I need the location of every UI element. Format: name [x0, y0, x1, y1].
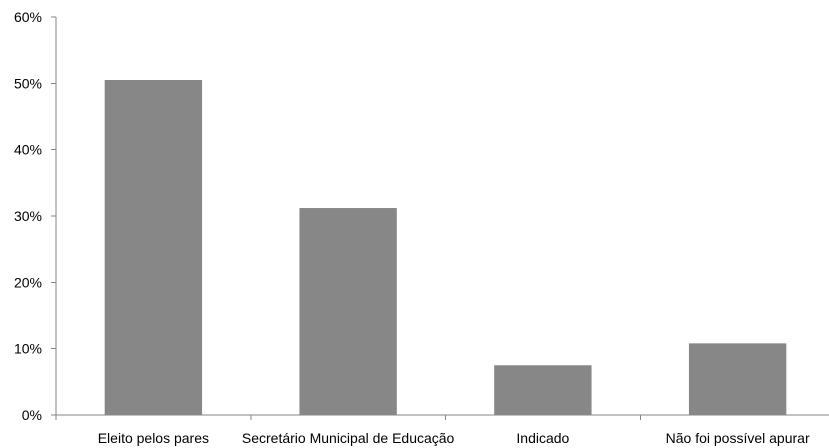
y-tick-label: 20% [14, 274, 42, 290]
x-category-label: Eleito pelos pares [98, 430, 209, 446]
bar [494, 365, 592, 415]
y-tick-label: 0% [22, 407, 42, 423]
y-tick-label: 40% [14, 142, 42, 158]
x-category-label: Não foi possível apurar [666, 430, 810, 446]
y-tick-label: 30% [14, 208, 42, 224]
y-axis: 0% 10% 20% 30% 40% 50% 60% [14, 9, 57, 423]
y-tick-label: 60% [14, 9, 42, 25]
x-axis: Eleito pelos pares Secretário Municipal d… [55, 414, 829, 446]
x-category-label: Secretário Municipal de Educação [242, 430, 455, 446]
bar [104, 80, 203, 416]
y-tick-label: 10% [14, 341, 42, 357]
bars [104, 80, 787, 416]
bar [688, 343, 787, 415]
y-tick-label: 50% [14, 75, 42, 91]
bar [299, 208, 397, 415]
x-category-label: Indicado [516, 430, 569, 446]
